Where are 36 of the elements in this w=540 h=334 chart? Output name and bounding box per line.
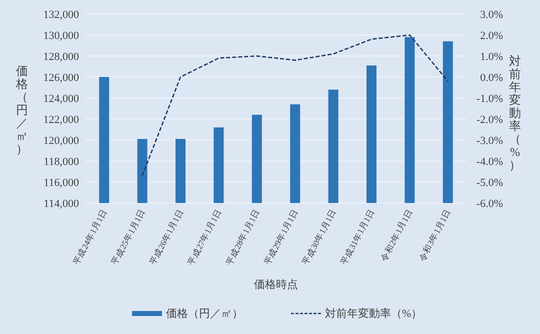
y2-tick-label: -3.0%: [476, 135, 503, 147]
y-tick-label: 130,000: [43, 30, 80, 42]
y2-tick-label: 1.0%: [480, 51, 503, 63]
x-tick-label: 平成26年1月1日: [147, 207, 186, 267]
line-series: [142, 34, 449, 176]
y-tick-label: 124,000: [43, 93, 80, 105]
x-tick-label: 平成24年1月1日: [70, 207, 109, 267]
y-tick-label: 122,000: [43, 114, 80, 126]
y2-tick-label: -5.0%: [476, 177, 503, 189]
x-axis-title: 価格時点: [254, 278, 298, 291]
y2-tick-label: 2.0%: [480, 30, 503, 42]
legend-label: 対前年変動率（%）: [325, 307, 422, 320]
text: 対前年変動率（%）: [509, 54, 521, 172]
y-tick-label: 128,000: [43, 51, 80, 63]
x-tick-label: 平成28年1月1日: [224, 207, 262, 267]
y2-tick-label: -4.0%: [476, 156, 503, 168]
y2-tick-label: -6.0%: [476, 198, 503, 210]
y-tick-label: 114,000: [44, 198, 80, 210]
y2-tick-label: 3.0%: [480, 9, 503, 21]
x-tick-label: 平成25年1月1日: [109, 207, 148, 267]
x-tick-label: 平成30年1月1日: [300, 207, 338, 267]
y-axis-title: 価格（円／㎡）: [15, 64, 28, 156]
x-tick-label: 平成27年1月1日: [186, 207, 224, 267]
legend-label: 価格（円／㎡）: [166, 308, 243, 320]
y-tick-label: 118,000: [44, 156, 80, 168]
y-tick-label: 116,000: [44, 177, 80, 189]
x-tick-label: 令和2年1月1日: [378, 207, 414, 263]
y-tick-label: 126,000: [43, 72, 80, 84]
y-tick-label: 120,000: [43, 135, 80, 147]
y2-tick-label: -1.0%: [476, 93, 503, 105]
x-tick-label: 平成31年1月1日: [338, 207, 376, 267]
y2-tick-label: 0.0%: [480, 72, 503, 84]
y2-tick-label: -2.0%: [476, 114, 503, 126]
x-tick-label: 令和3年1月1日: [416, 207, 453, 263]
x-tick-label: 平成29年1月1日: [262, 207, 300, 267]
y-tick-label: 132,000: [43, 9, 80, 21]
